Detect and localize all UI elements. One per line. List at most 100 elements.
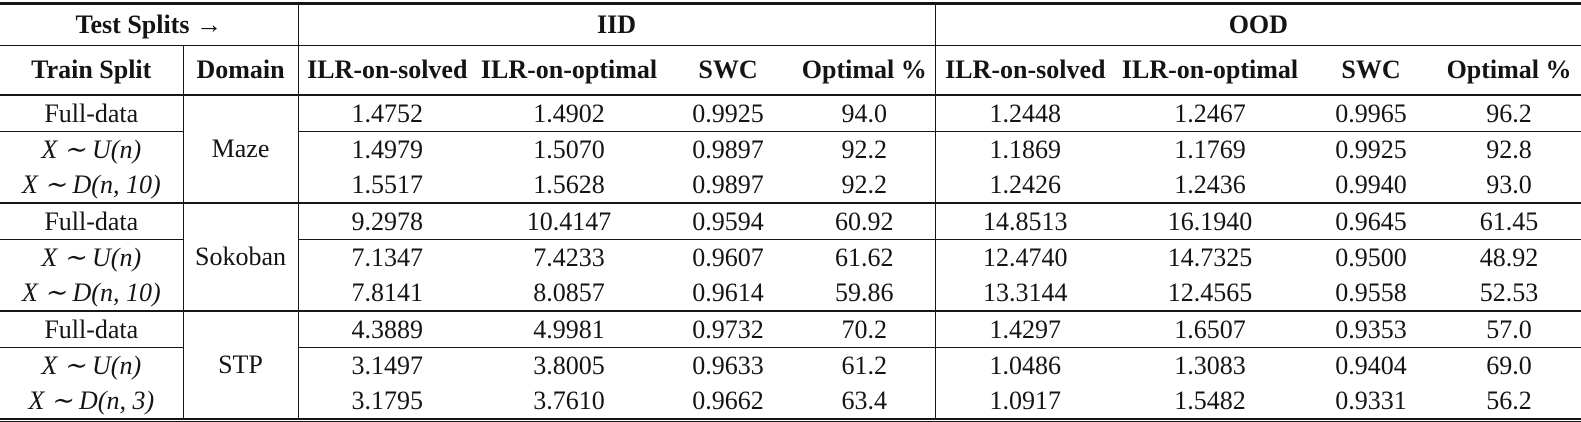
table-row: Full-data Sokoban 9.2978 10.4147 0.9594 60.92… xyxy=(0,203,1581,312)
iid-metric-cell: 9.2978 xyxy=(297,203,477,240)
iid-metric-cell: 1.4979 xyxy=(297,131,477,167)
train-split-cell: Full-data xyxy=(0,311,183,348)
ood-metric-cell: 0.9965 xyxy=(1305,95,1438,132)
ood-metric-cell: 16.1940 xyxy=(1115,203,1306,240)
iid-metric-cell: 92.2 xyxy=(841,134,888,164)
test-splits-header: Test Splits → xyxy=(0,3,299,46)
ood-metric-cell: 1.3083 xyxy=(1174,350,1246,380)
train-split-cell: X ∼ U(n) xyxy=(41,350,142,380)
ood-metric-cell: 0.9940 xyxy=(1305,167,1438,204)
ood-metric-cell: 1.0486 xyxy=(934,347,1116,383)
ood-metric-cell: 1.1769 xyxy=(1174,134,1246,164)
domain-cell: Sokoban xyxy=(182,203,299,312)
iid-metric-cell: 94.0 xyxy=(794,95,936,132)
table-row: X ∼ U(n) 3.1497 3.8005 0.9633 61.2 1.0486 1.30… xyxy=(0,347,1581,383)
ood-swc-header: SWC xyxy=(1305,45,1438,96)
iid-metric-cell: 3.7610 xyxy=(533,385,605,415)
iid-group-header: IID xyxy=(297,3,936,46)
ood-ilr-on-solved-header: ILR-on-solved xyxy=(934,45,1116,96)
iid-metric-cell: 1.5628 xyxy=(476,167,663,204)
ood-metric-cell: 0.9500 xyxy=(1335,242,1407,272)
iid-metric-cell: 1.5070 xyxy=(533,134,605,164)
ood-metric-cell: 92.8 xyxy=(1486,134,1532,164)
ood-optimal-pct-header: Optimal % xyxy=(1437,45,1581,96)
iid-metric-cell: 0.9925 xyxy=(662,95,795,132)
iid-metric-cell: 0.9897 xyxy=(692,134,764,164)
train-split-cell: Full-data xyxy=(0,95,183,132)
ood-metric-cell: 69.0 xyxy=(1486,350,1532,380)
column-header-row: Train Split Domain ILR-on-solved ILR-on-… xyxy=(0,45,1581,96)
train-split-cell: Full-data xyxy=(0,203,183,240)
iid-metric-cell: 8.0857 xyxy=(476,275,663,312)
domain-cell: STP xyxy=(182,311,299,421)
iid-swc-header: SWC xyxy=(662,45,795,96)
ood-metric-cell: 12.4740 xyxy=(934,239,1116,275)
table-row: X ∼ D(n, 10) 7.8141 8.0857 0.9614 59.86 13.31… xyxy=(0,275,1581,312)
iid-metric-cell: 1.4752 xyxy=(297,95,477,132)
ood-metric-cell: 1.2467 xyxy=(1115,95,1306,132)
train-split-cell: X ∼ D(n, 10) xyxy=(0,275,183,312)
ood-metric-cell: 96.2 xyxy=(1437,95,1581,132)
iid-metric-cell: 61.62 xyxy=(835,242,894,272)
ood-metric-cell: 61.45 xyxy=(1437,203,1581,240)
ood-metric-cell: 14.8513 xyxy=(934,203,1116,240)
train-split-cell: X ∼ U(n) xyxy=(41,134,142,164)
ood-metric-cell: 14.7325 xyxy=(1167,242,1253,272)
iid-metric-cell: 61.2 xyxy=(841,350,888,380)
ood-metric-cell: 1.6507 xyxy=(1115,311,1306,348)
table-header: Test Splits → IID OOD Train Split Domain… xyxy=(0,3,1581,96)
ood-metric-cell: 12.4565 xyxy=(1115,275,1306,312)
ood-metric-cell: 1.2426 xyxy=(934,167,1116,204)
ood-group-header: OOD xyxy=(934,3,1581,46)
ood-metric-cell: 0.9404 xyxy=(1335,350,1407,380)
iid-metric-cell: 0.9633 xyxy=(692,350,764,380)
iid-metric-cell: 0.9607 xyxy=(692,242,764,272)
ood-metric-cell: 1.1869 xyxy=(934,131,1116,167)
ood-metric-cell: 0.9331 xyxy=(1335,385,1407,415)
ood-metric-cell: 1.5482 xyxy=(1174,385,1246,415)
ood-metric-cell: 52.53 xyxy=(1437,275,1581,312)
ood-metric-cell: 1.4297 xyxy=(934,311,1116,348)
ood-metric-cell: 1.2448 xyxy=(934,95,1116,132)
train-split-cell: X ∼ D(n, 3) xyxy=(28,385,155,415)
iid-metric-cell: 3.1497 xyxy=(297,347,477,383)
iid-metric-cell: 0.9594 xyxy=(662,203,795,240)
ood-metric-cell: 0.9353 xyxy=(1305,311,1438,348)
iid-metric-cell: 60.92 xyxy=(794,203,936,240)
table-row: Full-data Maze 1.4752 1.4902 0.9925 94.0 1.244… xyxy=(0,95,1581,204)
ood-metric-cell: 93.0 xyxy=(1437,167,1581,204)
iid-metric-cell: 0.9732 xyxy=(662,311,795,348)
ood-metric-cell: 56.2 xyxy=(1486,385,1532,415)
iid-metric-cell: 0.9662 xyxy=(692,385,764,415)
train-split-column-header: Train Split xyxy=(0,45,183,96)
ood-metric-cell: 57.0 xyxy=(1437,311,1581,348)
iid-metric-cell: 0.9897 xyxy=(662,167,795,204)
table-row: X ∼ U(n) 1.4979 1.5070 0.9897 92.2 1.1869 1.17… xyxy=(0,131,1581,167)
ood-metric-cell: 0.9645 xyxy=(1305,203,1438,240)
ood-metric-cell: 1.2436 xyxy=(1115,167,1306,204)
table-row: X ∼ U(n) 7.1347 7.4233 0.9607 61.62 12.4740 14… xyxy=(0,239,1581,275)
iid-metric-cell: 4.3889 xyxy=(297,311,477,348)
iid-metric-cell: 70.2 xyxy=(794,311,936,348)
iid-metric-cell: 1.5517 xyxy=(297,167,477,204)
iid-metric-cell: 3.8005 xyxy=(533,350,605,380)
group-header-row: Test Splits → IID OOD xyxy=(0,3,1581,46)
table-body: Full-data Maze 1.4752 1.4902 0.9925 94.0 1.244… xyxy=(0,95,1581,421)
ood-metric-cell: 48.92 xyxy=(1479,242,1539,272)
train-split-cell: X ∼ U(n) xyxy=(41,242,142,272)
iid-metric-cell: 4.9981 xyxy=(476,311,663,348)
ood-metric-cell: 13.3144 xyxy=(934,275,1116,312)
iid-metric-cell: 0.9614 xyxy=(662,275,795,312)
iid-metric-cell: 59.86 xyxy=(794,275,936,312)
iid-metric-cell: 63.4 xyxy=(841,385,888,415)
ood-metric-cell: 0.9925 xyxy=(1335,134,1407,164)
iid-ilr-on-solved-header: ILR-on-solved xyxy=(297,45,477,96)
domain-cell: Maze xyxy=(182,95,299,204)
domain-column-header: Domain xyxy=(182,45,299,96)
iid-metric-cell: 7.4233 xyxy=(533,242,605,272)
iid-metric-cell: 3.1795 xyxy=(297,383,477,421)
iid-optimal-pct-header: Optimal % xyxy=(794,45,936,96)
iid-metric-cell: 7.1347 xyxy=(297,239,477,275)
